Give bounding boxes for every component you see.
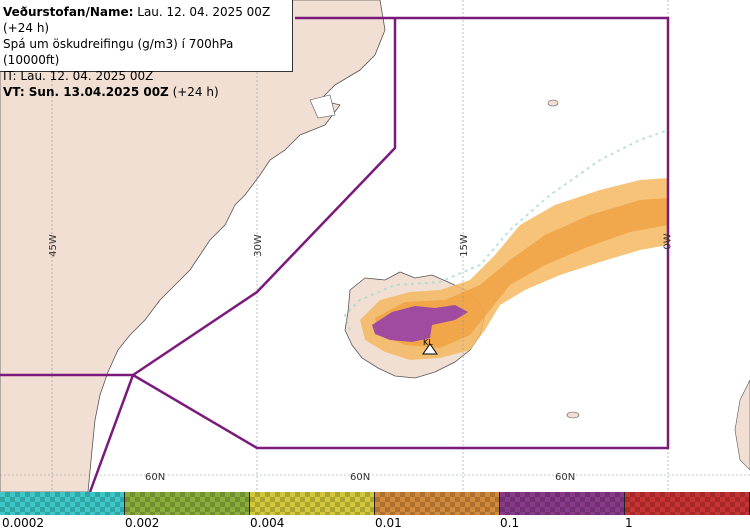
forecast-info-box: Veðurstofan/Name: Lau. 12. 04. 2025 00Z …: [0, 0, 293, 99]
legend-swatch-4: [500, 492, 625, 515]
legend-label: 0.002: [125, 516, 160, 530]
norway-coast: [734, 379, 750, 471]
legend-label: 0.01: [375, 516, 402, 530]
volcano-marker: [422, 343, 438, 355]
fir-boundary: [0, 16, 670, 492]
lon-label: 30W: [252, 234, 264, 257]
legend-label: 0.1: [500, 516, 520, 530]
lat-label: 60N: [350, 472, 371, 483]
legend-label: 0.0002: [2, 516, 44, 530]
ash-plume-high: [372, 305, 468, 342]
ash-legend-bar: [0, 492, 750, 515]
faroe-islands: [566, 411, 580, 419]
legend-swatch-2: [250, 492, 375, 515]
valid-offset: (+24 h): [168, 85, 219, 99]
volcano-label: KL: [423, 338, 433, 347]
legend-swatch-1: [125, 492, 250, 515]
issuer-label: Veðurstofan/Name:: [3, 5, 134, 19]
legend-label: 1: [625, 516, 633, 530]
lat-label: 60N: [555, 472, 576, 483]
info-line-2: Spá um öskudreifingu (g/m3) í 700hPa (10…: [3, 37, 234, 67]
greenland-fjord: [309, 94, 336, 119]
ash-plume-trace: [343, 129, 669, 331]
legend-label: 0.004: [250, 516, 285, 530]
lon-label: 0W: [662, 233, 674, 250]
info-line-3: IT: Lau. 12. 04. 2025 00Z: [3, 69, 154, 83]
legend-swatch-0: [0, 492, 125, 515]
map-canvas: [0, 0, 750, 492]
jan-mayen-island: [547, 99, 559, 107]
info-line-4: VT: Sun. 13.04.2025 00Z (+24 h): [3, 84, 292, 100]
lat-label: 60N: [145, 472, 166, 483]
graticule: [0, 0, 750, 492]
issue-date: Lau. 12. 04. 2025 00Z (+24 h): [3, 5, 271, 35]
info-line-1: Veðurstofan/Name: Lau. 12. 04. 2025 00Z …: [3, 4, 292, 36]
lon-label: 15W: [458, 234, 470, 257]
valid-time: VT: Sun. 13.04.2025 00Z: [3, 85, 169, 99]
lon-label: 45W: [47, 234, 59, 257]
greenland-landmass: [0, 0, 386, 492]
legend-swatch-3: [375, 492, 500, 515]
legend-swatch-5: [625, 492, 750, 515]
